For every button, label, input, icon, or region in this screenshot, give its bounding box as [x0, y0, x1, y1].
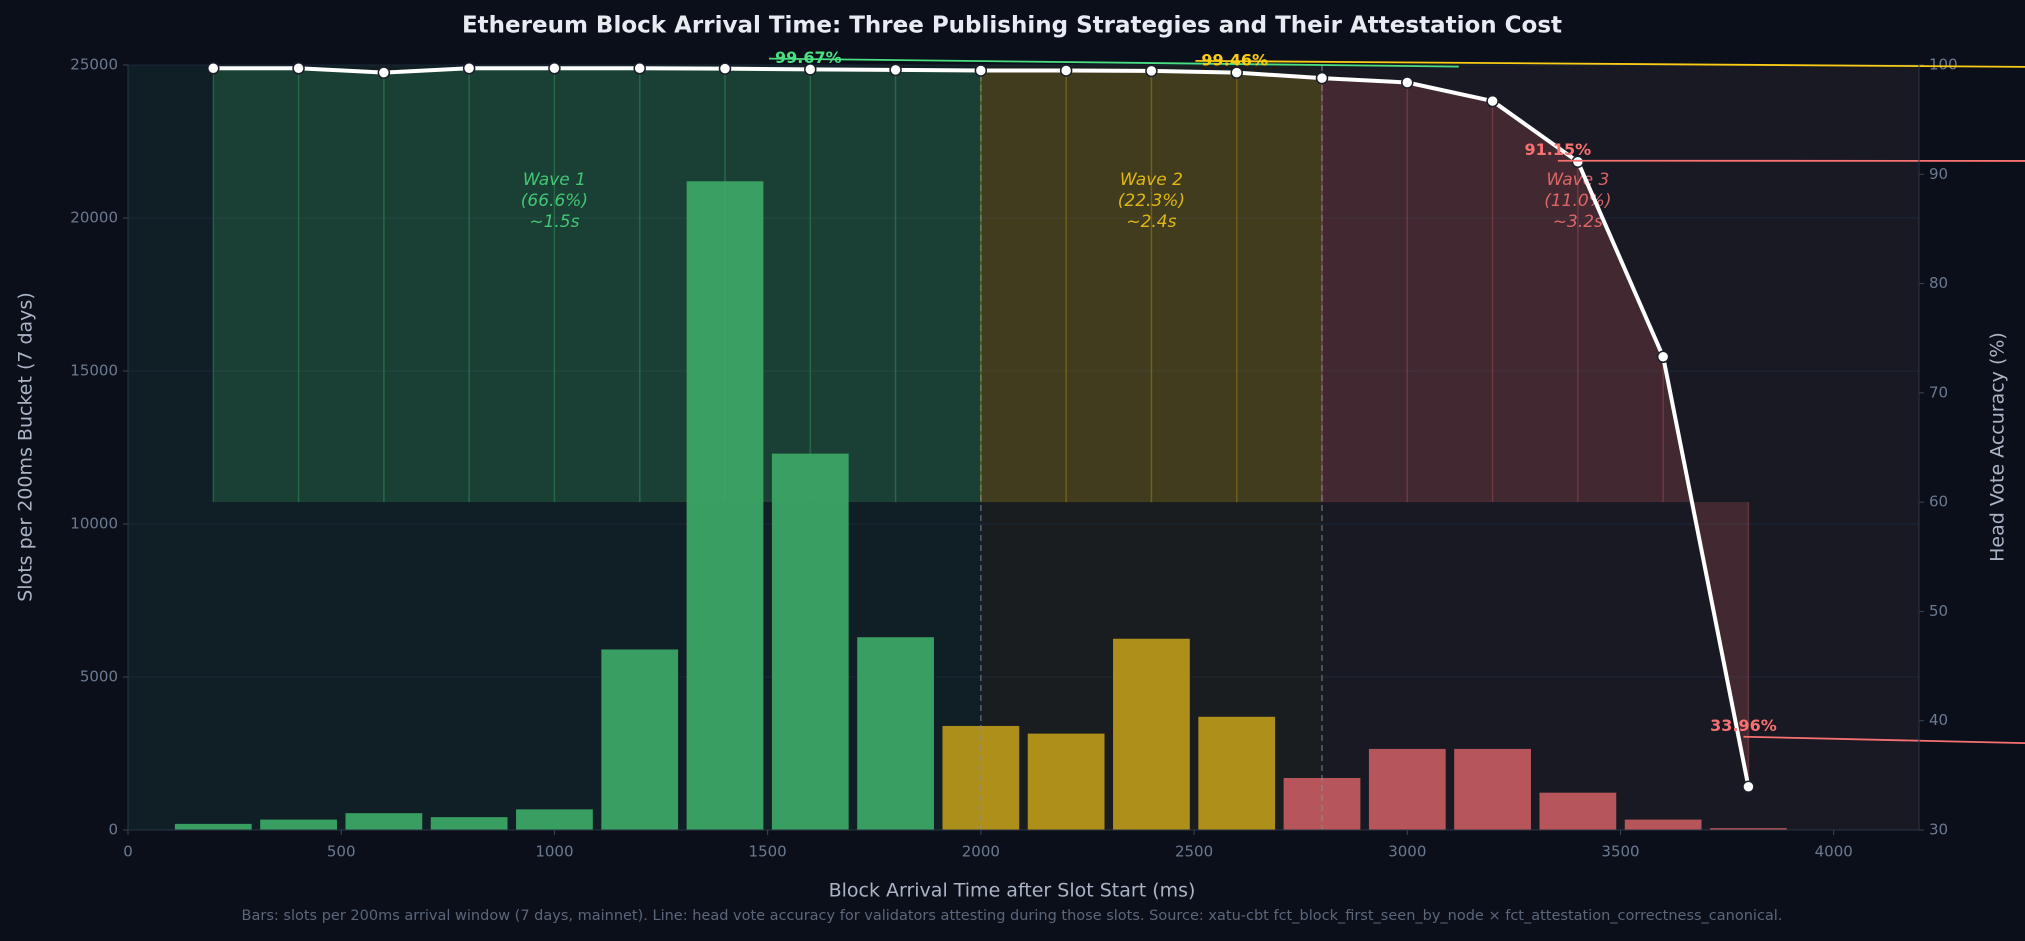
y2-tick-label: 40: [1929, 711, 1948, 729]
wave-label: ~1.5s: [529, 212, 579, 232]
accuracy-point: [1571, 155, 1585, 168]
y2-tick-label: 80: [1929, 274, 1948, 292]
annotation-label: 99.67%: [775, 48, 842, 67]
bar: [174, 823, 252, 830]
y-tick-label: 10000: [70, 515, 118, 533]
x-tick-label: 0: [123, 843, 133, 861]
y2-tick-label: 30: [1929, 821, 1948, 839]
bar: [345, 813, 423, 830]
accuracy-point: [804, 63, 817, 76]
footnote: Bars: slots per 200ms arrival window (7 …: [242, 908, 1783, 924]
accuracy-point: [1145, 64, 1158, 78]
plot-background: [128, 65, 1919, 830]
wave-label: Wave 3: [1546, 170, 1609, 190]
annotation-arrow: [1557, 159, 2025, 162]
x-tick-label: 4000: [1815, 843, 1853, 861]
x-tick-label: 3000: [1388, 843, 1426, 861]
annotation-label: 91.15%: [1525, 140, 1592, 159]
accuracy-point: [548, 62, 561, 75]
accuracy-fill: [1577, 161, 1664, 503]
bar: [260, 819, 337, 830]
x-tick-label: 2000: [962, 843, 1000, 861]
accuracy-fill: [213, 68, 299, 503]
wave-label: (66.6%): [521, 191, 588, 211]
bar: [1198, 716, 1276, 830]
accuracy-fill: [383, 68, 470, 503]
x-axis-label: Block Arrival Time after Slot Start (ms): [829, 880, 1196, 902]
x-tick-label: 3500: [1601, 843, 1639, 861]
bar: [771, 453, 849, 830]
wave-label: (11.0%): [1544, 191, 1611, 211]
accuracy-point: [1401, 76, 1414, 89]
y2-tick-label: 70: [1929, 383, 1948, 401]
accuracy-point: [377, 66, 391, 79]
bar: [1624, 819, 1702, 830]
y-axis-label: Slots per 200ms Bucket (7 days): [15, 292, 37, 602]
accuracy-point: [633, 62, 646, 75]
wave-label: ~3.2s: [1553, 212, 1603, 232]
accuracy-point: [1486, 94, 1499, 108]
annotation-arrow: [1195, 60, 2025, 68]
y-tick-label: 5000: [80, 668, 118, 686]
accuracy-fill: [469, 68, 555, 503]
accuracy-point: [1059, 64, 1073, 77]
y2-tick-label: 60: [1929, 493, 1948, 511]
accuracy-point: [1656, 350, 1670, 364]
accuracy-fill: [1066, 70, 1152, 503]
accuracy-point: [1742, 780, 1755, 793]
bar: [1539, 792, 1617, 830]
wave-label: (22.3%): [1118, 191, 1185, 211]
y2-tick-label: 90: [1929, 165, 1948, 183]
bar: [857, 637, 934, 830]
accuracy-point: [207, 62, 220, 75]
y2-axis-label: Head Vote Accuracy (%): [1987, 332, 2009, 562]
annotation-label: 33.96%: [1710, 716, 1777, 735]
accuracy-point: [718, 62, 732, 75]
wave-label: Wave 1: [523, 170, 586, 190]
y-tick-label: 25000: [70, 56, 118, 74]
accuracy-point: [889, 63, 902, 77]
accuracy-point: [462, 62, 476, 75]
x-tick-label: 2500: [1175, 843, 1213, 861]
annotation-label: 99.46%: [1201, 50, 1268, 69]
bar: [601, 649, 679, 830]
bar: [686, 181, 764, 830]
bar: [1710, 828, 1787, 830]
wave-region: [1322, 65, 1919, 830]
accuracy-fill: [298, 68, 384, 503]
accuracy-fill: [1322, 78, 1408, 503]
accuracy-fill: [980, 70, 1067, 503]
x-tick-label: 1500: [749, 843, 787, 861]
accuracy-fill: [810, 69, 896, 503]
accuracy-fill: [554, 68, 640, 503]
y2-tick-label: 100: [1929, 56, 1958, 74]
bar: [1454, 748, 1531, 830]
wave-label: Wave 2: [1120, 170, 1183, 190]
accuracy-fill: [1236, 72, 1322, 503]
bar: [516, 809, 593, 830]
wave-label: ~2.4s: [1126, 212, 1176, 232]
x-tick-label: 1000: [535, 843, 573, 861]
bar: [1368, 748, 1446, 830]
y2-tick-label: 50: [1929, 602, 1948, 620]
bar: [430, 817, 508, 830]
x-tick-label: 500: [327, 843, 356, 861]
accuracy-fill: [1407, 82, 1493, 503]
accuracy-point: [1230, 66, 1243, 79]
accuracy-fill: [1151, 70, 1237, 503]
chart-title: Ethereum Block Arrival Time: Three Publi…: [462, 13, 1562, 39]
accuracy-fill: [895, 69, 981, 503]
y-tick-label: 20000: [70, 209, 118, 227]
y-tick-label: 0: [108, 821, 118, 839]
accuracy-fill: [1492, 101, 1578, 503]
bar: [1027, 733, 1105, 830]
accuracy-point: [292, 62, 305, 75]
accuracy-point: [1315, 71, 1329, 85]
y-tick-label: 15000: [70, 362, 118, 380]
accuracy-point: [974, 64, 988, 77]
annotation-arrow: [768, 57, 1459, 68]
bar: [1113, 638, 1190, 830]
